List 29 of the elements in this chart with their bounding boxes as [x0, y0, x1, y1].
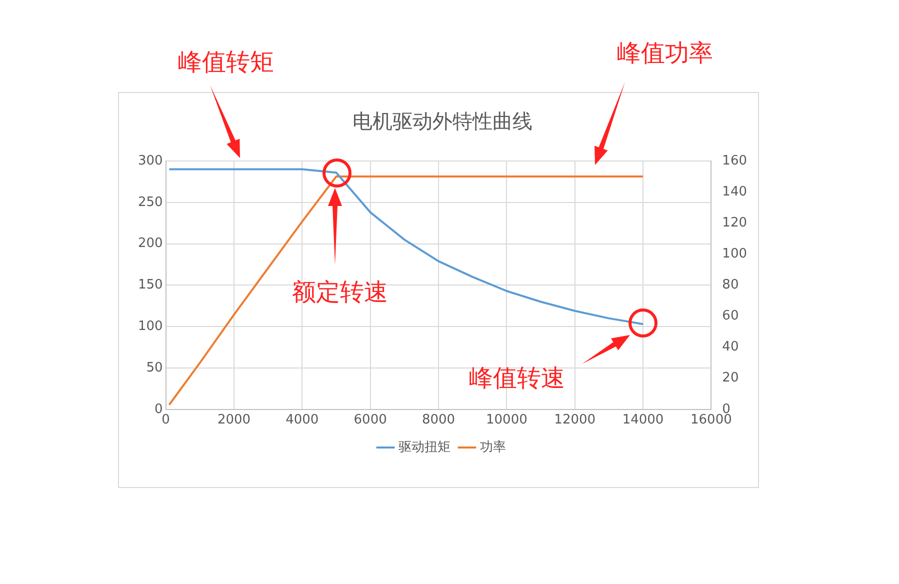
y-tick-label: 300: [138, 153, 163, 168]
annotation: 峰值转速: [469, 363, 565, 394]
y2-tick-label: 40: [722, 340, 739, 355]
y-tick-label: 150: [138, 278, 163, 293]
text: 峰值功率: [617, 38, 713, 69]
y2-tick-label: 20: [722, 370, 739, 386]
y2-tick-label: 100: [722, 246, 748, 262]
x-tick-label: 8000: [422, 412, 456, 428]
x-tick-label: 10000: [486, 412, 528, 428]
legend-label: 功率: [480, 438, 506, 455]
y-tick-label: 50: [146, 360, 163, 376]
y-tick-label: 0: [154, 402, 163, 417]
y2-tick-label: 160: [722, 153, 748, 168]
x-tick-label: 2000: [217, 412, 251, 428]
y-tick-label: 100: [138, 318, 163, 334]
x-tick-label: 6000: [354, 412, 387, 428]
annotation: 额定转速: [292, 277, 388, 308]
chart-title: 电机驱动外特性曲线: [352, 109, 532, 134]
y2-tick-label: 80: [722, 278, 739, 293]
x-tick-label: 14000: [622, 412, 664, 428]
y2-tick-label: 120: [722, 215, 748, 230]
text: 峰值转矩: [178, 47, 274, 78]
y-tick-label: 250: [138, 194, 163, 210]
legend-label: 驱动扭矩: [398, 440, 450, 455]
x-tick-label: 4000: [286, 412, 319, 428]
x-tick-label: 12000: [554, 412, 596, 428]
y2-tick-label: 140: [722, 184, 748, 200]
y2-tick-label: 60: [722, 308, 739, 324]
y-tick-label: 200: [138, 236, 163, 252]
